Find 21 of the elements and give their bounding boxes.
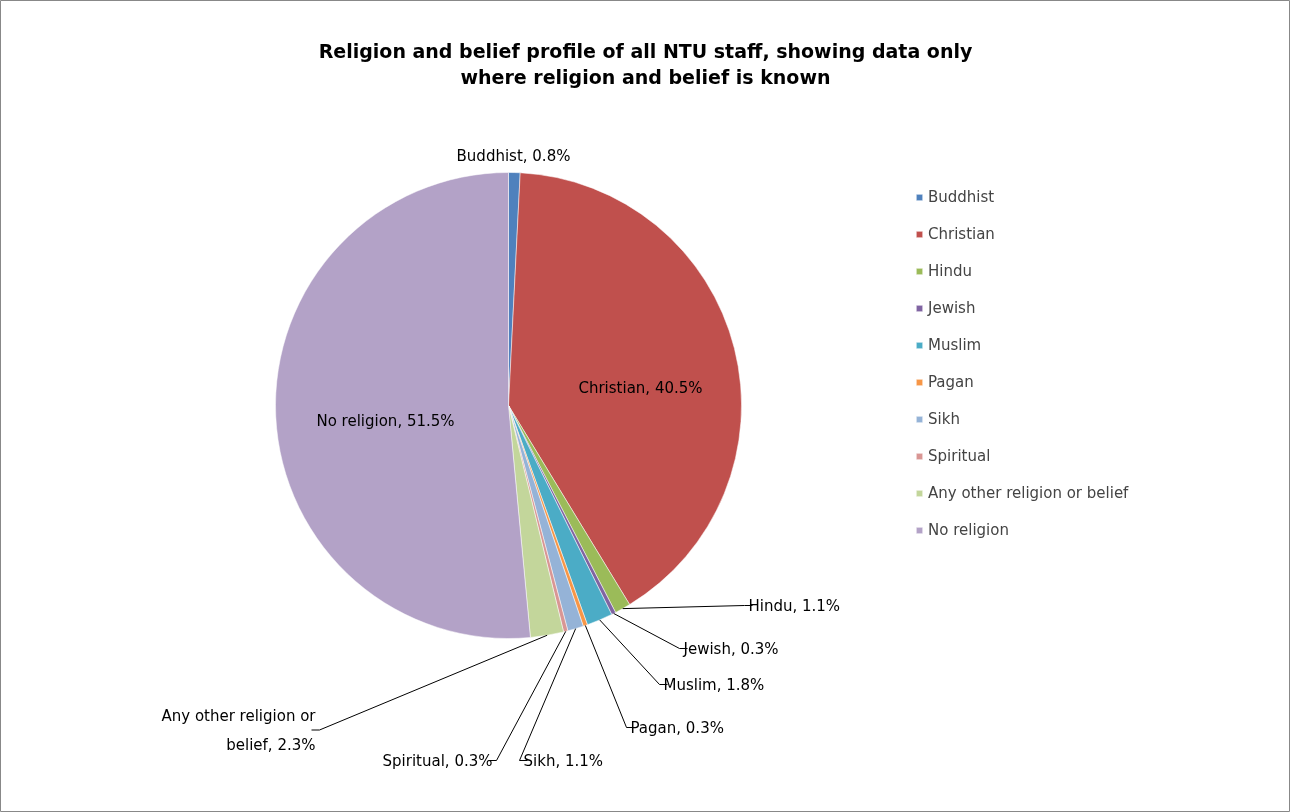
data-label: Spiritual, 0.3% [382,751,493,770]
legend-label: Christian [928,224,995,245]
legend-label: No religion [928,520,1009,541]
chart-title: Religion and belief profile of all NTU staff, showing data only where religion and belief is known [318,39,973,88]
legend-label: Jewish [928,298,976,319]
legend-label: Hindu [928,261,972,282]
legend-label: Buddhist [928,187,995,208]
data-label: Any other religion or belief, 2.3% [161,707,317,754]
data-label: Sikh, 1.1% [523,751,604,770]
legend-label: Any other religion or belief [928,483,1129,504]
data-label: Hindu, 1.1% [748,596,841,615]
data-label: Christian, 40.5% [578,378,703,397]
legend-label: Muslim [928,335,982,356]
data-label: Buddhist, 0.8% [456,146,571,165]
legend-label: Spiritual [928,446,991,467]
legend-label: Sikh [928,409,960,430]
data-label: Pagan, 0.3% [630,718,724,737]
legend-label: Pagan [928,372,974,393]
data-label: Muslim, 1.8% [663,675,765,694]
data-label: Jewish, 0.3% [682,639,779,658]
data-label: No religion, 51.5% [316,411,455,430]
